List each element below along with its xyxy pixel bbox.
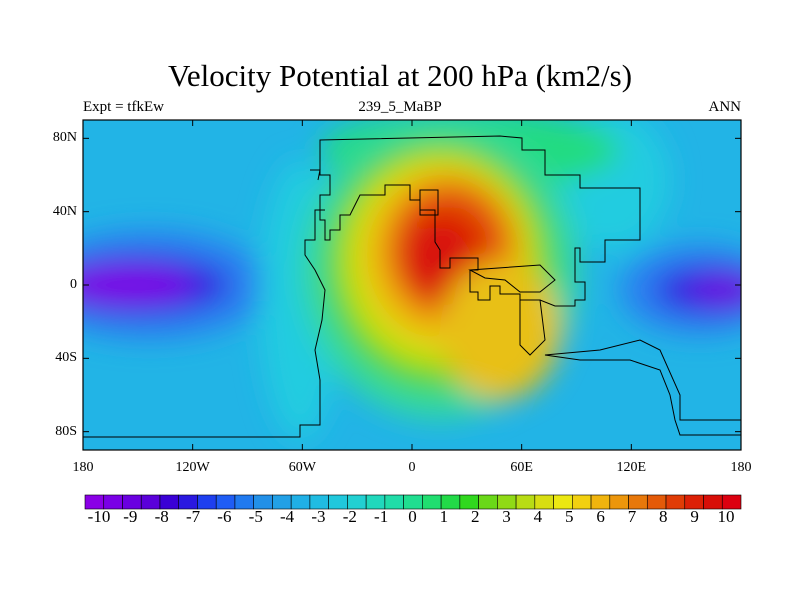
coastline-east-africa bbox=[519, 299, 546, 356]
colorbar-label: 2 bbox=[470, 507, 480, 526]
season-label: ANN bbox=[708, 99, 742, 115]
x-tick-label: 120W bbox=[175, 460, 210, 475]
colorbar-label: -10 bbox=[87, 507, 111, 526]
colorbar-label: -7 bbox=[185, 507, 201, 526]
colorbar-label: 5 bbox=[565, 507, 574, 526]
coastline-mediterranean bbox=[419, 189, 439, 216]
x-tick-label: 120E bbox=[616, 460, 647, 475]
colorbar-label: 3 bbox=[502, 507, 511, 526]
coastline-eurasia-africa bbox=[319, 135, 641, 307]
pos-south-arm bbox=[440, 260, 560, 400]
colorbar-label: 1 bbox=[439, 507, 449, 526]
field-shading bbox=[83, 120, 741, 450]
coastlines bbox=[83, 135, 741, 438]
colorbar-label: 7 bbox=[627, 507, 637, 526]
colorbar-label: -5 bbox=[248, 507, 263, 526]
y-tick-label: 40S bbox=[55, 350, 77, 366]
colorbar-label: -6 bbox=[217, 507, 232, 526]
coastline-australia-south bbox=[544, 339, 741, 436]
y-tick-label: 0 bbox=[70, 277, 77, 292]
colorbar-box bbox=[478, 494, 498, 510]
colorbar-box bbox=[609, 494, 629, 510]
colorbar-label: 4 bbox=[533, 507, 543, 526]
coastline-greenland bbox=[310, 169, 321, 181]
plot-title: Velocity Potential at 200 hPa (km2/s) bbox=[167, 58, 633, 93]
neg-lobe-west-core bbox=[83, 265, 195, 305]
colorbar-box bbox=[721, 494, 742, 510]
colorbar-label: -2 bbox=[342, 507, 357, 526]
colorbar-box bbox=[665, 494, 686, 510]
colorbar-label: -9 bbox=[123, 507, 138, 526]
neg-lobe-east-core bbox=[690, 274, 741, 306]
contour-blobs bbox=[83, 120, 741, 440]
x-tick-label: 180 bbox=[730, 460, 752, 475]
y-tick-label: 80N bbox=[52, 130, 77, 146]
y-tick-label: 80S bbox=[55, 423, 77, 439]
case-label: 239_5_MaBP bbox=[358, 99, 442, 115]
x-tick-label: 180 bbox=[72, 460, 94, 475]
coastline-arabia bbox=[468, 264, 556, 293]
colorbar-label: 6 bbox=[596, 507, 605, 526]
colorbar-label: 9 bbox=[690, 507, 699, 526]
colorbar-box bbox=[197, 494, 217, 510]
colorbar-label: -3 bbox=[311, 507, 326, 526]
y-tick-label: 40N bbox=[52, 203, 77, 219]
tick-marks bbox=[82, 120, 742, 450]
colorbar-label: 10 bbox=[717, 507, 735, 526]
colorbar-label: -4 bbox=[280, 507, 295, 526]
colorbar-label: 0 bbox=[408, 507, 417, 526]
coastline-americas bbox=[83, 209, 326, 438]
colorbar-box bbox=[515, 494, 536, 510]
x-tick-label: 0 bbox=[408, 460, 416, 475]
x-tick-label: 60W bbox=[288, 460, 316, 475]
colorbar-box bbox=[422, 494, 442, 510]
colorbar bbox=[84, 494, 742, 510]
colorbar-label: 8 bbox=[659, 507, 668, 526]
colorbar-label: -8 bbox=[154, 507, 169, 526]
colorbar-label: -1 bbox=[374, 507, 389, 526]
experiment-label: Expt = tfkEw bbox=[83, 99, 164, 115]
x-tick-label: 60E bbox=[510, 460, 533, 475]
colorbar-box bbox=[572, 494, 592, 510]
